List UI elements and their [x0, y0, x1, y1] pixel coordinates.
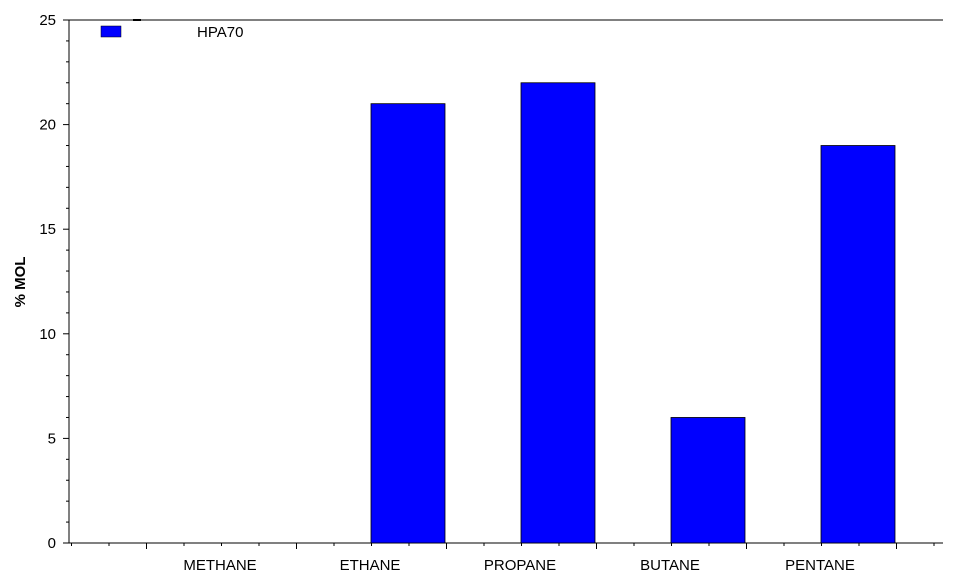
y-tick-label: 0 [48, 535, 56, 552]
x-tick-label: ETHANE [340, 557, 401, 574]
axes [63, 19, 943, 549]
bar-butane [670, 417, 746, 544]
x-tick-label: PENTANE [785, 557, 855, 574]
legend-swatch [100, 25, 122, 38]
y-tick-label: 20 [39, 117, 56, 134]
bars [370, 82, 896, 544]
legend: HPA70 [100, 19, 243, 41]
bar-propane [520, 82, 596, 544]
x-tick-label: METHANE [183, 557, 256, 574]
bar-pentane [820, 145, 896, 544]
x-tick-label: PROPANE [484, 557, 556, 574]
y-tick-label: 15 [39, 221, 56, 238]
y-tick-label: 10 [39, 326, 56, 343]
y-axis-label: % MOL [12, 257, 29, 308]
x-tick-labels: METHANE ETHANE PROPANE BUTANE PENTANE [183, 557, 855, 574]
legend-label: HPA70 [197, 24, 243, 41]
y-tick-label: 5 [48, 430, 56, 447]
bar-ethane [370, 103, 446, 544]
x-tick-label: BUTANE [640, 557, 700, 574]
y-tick-label: 25 [39, 12, 56, 29]
y-tick-labels: 0 5 10 15 20 25 [39, 12, 56, 552]
